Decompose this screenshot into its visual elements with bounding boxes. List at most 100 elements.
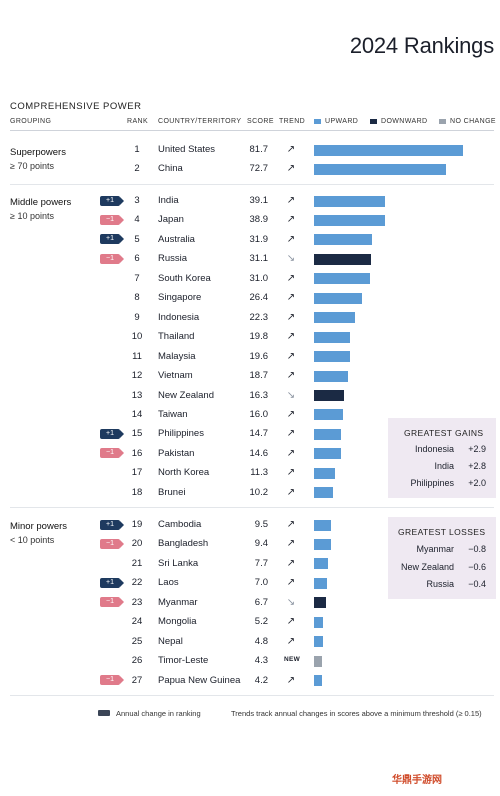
- header-score: SCORE: [247, 118, 274, 125]
- group-divider-1: [10, 184, 494, 185]
- rank-cell: 11: [132, 350, 142, 362]
- rank-cell: 18: [131, 486, 143, 498]
- country-cell: Sri Lanka: [158, 557, 199, 569]
- score-cell: 31.1: [249, 253, 269, 265]
- trend-up-icon: ↗: [286, 214, 296, 226]
- score-cell: 6.7: [254, 596, 268, 608]
- rank-cell: 4: [134, 214, 140, 226]
- country-cell: Australia: [158, 233, 195, 245]
- score-bar: [314, 273, 371, 285]
- trend-up-icon: ↗: [286, 674, 296, 686]
- rank-cell: 15: [131, 428, 143, 440]
- legend-upward-swatch: [314, 119, 321, 124]
- rank-cell: 26: [131, 655, 143, 667]
- score-bar: [314, 655, 322, 667]
- greatest-gains-title: GREATEST GAINS: [404, 428, 484, 438]
- footer-note: Trends track annual changes in scores ab…: [231, 709, 482, 718]
- gain-item-name: Philippines: [410, 478, 454, 488]
- rank-cell: 2: [134, 163, 140, 175]
- trend-new-label: NEW: [284, 656, 301, 664]
- rank-change-badge: −1: [100, 538, 124, 549]
- country-cell: Mongolia: [158, 616, 197, 628]
- country-cell: Philippines: [158, 428, 204, 440]
- gain-item-value: +2.0: [468, 478, 486, 488]
- score-cell: 4.3: [254, 655, 268, 667]
- country-cell: Taiwan: [158, 408, 188, 420]
- score-bar: [314, 675, 322, 687]
- rank-change-badge: +1: [100, 577, 124, 588]
- trend-down-icon: ↘: [286, 253, 296, 265]
- rank-cell: 13: [131, 389, 143, 401]
- score-bar: [314, 616, 324, 628]
- greatest-losses-panel: GREATEST LOSSES Myanmar −0.8 New Zealand…: [388, 517, 496, 599]
- footer-legend-text: Annual change in ranking: [116, 709, 201, 718]
- trend-up-icon: ↗: [286, 331, 296, 343]
- group-divider-2: [10, 507, 494, 508]
- score-cell: 16.0: [249, 408, 269, 420]
- rank-cell: 5: [134, 233, 140, 245]
- trend-up-icon: ↗: [286, 163, 296, 175]
- loss-item-name: Russia: [426, 579, 454, 589]
- country-cell: Laos: [158, 577, 179, 589]
- country-cell: Singapore: [158, 292, 202, 304]
- group-middle-label: Middle powers: [10, 197, 72, 208]
- trend-up-icon: ↗: [286, 519, 296, 530]
- watermark-logo: 华鼎手游网: [392, 775, 442, 786]
- score-cell: 11.3: [250, 467, 268, 479]
- score-bar: [314, 163, 447, 175]
- score-bar: [314, 577, 327, 589]
- trend-up-icon: ↗: [286, 195, 296, 206]
- score-bar: [314, 144, 463, 156]
- country-cell: Myanmar: [158, 596, 198, 608]
- score-bar: [314, 538, 332, 550]
- gain-item-value: +2.9: [468, 444, 486, 454]
- score-cell: 31.9: [249, 233, 269, 245]
- rank-cell: 20: [131, 538, 143, 550]
- country-cell: Cambodia: [158, 519, 202, 530]
- score-bar: [314, 370, 349, 382]
- country-cell: Papua New Guinea: [158, 674, 241, 686]
- score-bar: [314, 558, 328, 570]
- loss-item-value: −0.6: [468, 562, 486, 572]
- group-superpowers-label: Superpowers: [10, 147, 66, 158]
- country-cell: Thailand: [158, 331, 195, 343]
- trend-up-icon: ↗: [286, 635, 296, 647]
- rank-cell: 10: [131, 331, 143, 343]
- legend-upward-label: UPWARD: [325, 118, 359, 125]
- rank-change-badge: −1: [100, 675, 124, 686]
- score-cell: 10.2: [249, 486, 269, 498]
- score-cell: 81.7: [249, 144, 269, 155]
- legend-downward-label: DOWNWARD: [381, 118, 428, 125]
- loss-item-name: Myanmar: [416, 544, 454, 554]
- rank-change-badge: +1: [100, 519, 124, 530]
- group-minor-label: Minor powers: [10, 521, 68, 532]
- score-bar: [314, 467, 335, 479]
- header-country: COUNTRY/TERRITORY: [158, 118, 242, 125]
- rank-cell: 21: [131, 557, 143, 569]
- score-bar: [314, 428, 341, 440]
- trend-up-icon: ↗: [286, 557, 296, 569]
- gain-item-name: India: [434, 461, 454, 471]
- legend-downward-swatch: [370, 119, 377, 124]
- trend-up-icon: ↗: [286, 467, 296, 479]
- score-cell: 39.1: [249, 195, 269, 206]
- country-cell: North Korea: [158, 467, 210, 479]
- score-bar: [314, 195, 386, 207]
- country-cell: Nepal: [158, 635, 183, 647]
- country-cell: Vietnam: [158, 370, 193, 382]
- trend-up-icon: ↗: [286, 447, 296, 459]
- score-cell: 7.7: [254, 557, 268, 569]
- trend-up-icon: ↗: [286, 292, 296, 304]
- score-cell: 4.2: [254, 674, 268, 686]
- score-bar: [314, 409, 344, 421]
- greatest-gains-panel: GREATEST GAINS Indonesia +2.9 India +2.8…: [388, 418, 496, 498]
- score-bar: [314, 597, 327, 609]
- trend-up-icon: ↗: [286, 538, 296, 550]
- rank-change-badge: +1: [100, 428, 124, 439]
- score-cell: 72.7: [249, 163, 269, 175]
- score-cell: 19.6: [249, 350, 269, 362]
- score-cell: 16.3: [249, 389, 269, 401]
- gain-item-value: +2.8: [468, 461, 486, 471]
- score-bar: [314, 214, 385, 226]
- score-bar: [314, 519, 332, 531]
